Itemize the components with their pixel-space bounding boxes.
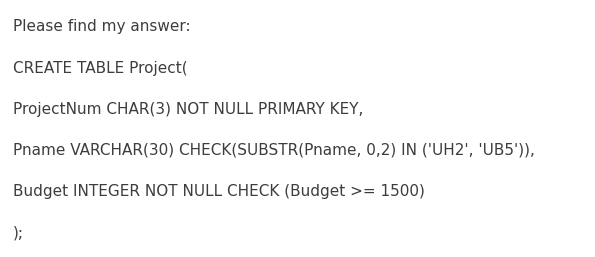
Text: Pname VARCHAR(30) CHECK(SUBSTR(Pname, 0,2) IN ('UH2', 'UB5')),: Pname VARCHAR(30) CHECK(SUBSTR(Pname, 0,…: [13, 143, 535, 158]
Text: Budget INTEGER NOT NULL CHECK (Budget >= 1500): Budget INTEGER NOT NULL CHECK (Budget >=…: [13, 184, 425, 199]
Text: Please find my answer:: Please find my answer:: [13, 20, 191, 34]
Text: CREATE TABLE Project(: CREATE TABLE Project(: [13, 61, 187, 76]
Text: ProjectNum CHAR(3) NOT NULL PRIMARY KEY,: ProjectNum CHAR(3) NOT NULL PRIMARY KEY,: [13, 102, 364, 117]
Text: );: );: [13, 225, 24, 240]
